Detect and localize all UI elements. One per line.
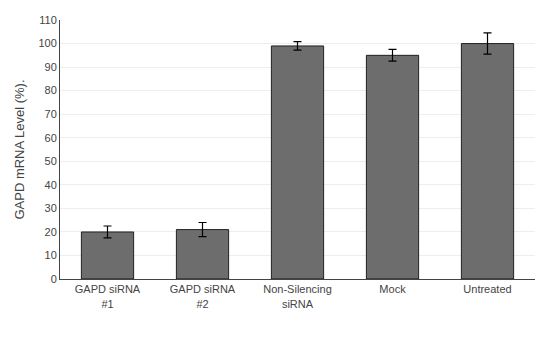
svg-text:Non-SilencingsiRNA: Non-SilencingsiRNA: [263, 283, 331, 309]
svg-text:100: 100: [38, 37, 56, 49]
svg-text:60: 60: [45, 132, 57, 144]
svg-text:110: 110: [39, 14, 57, 26]
svg-text:40: 40: [45, 179, 57, 191]
svg-text:10: 10: [45, 249, 57, 261]
svg-text:30: 30: [45, 202, 57, 214]
svg-text:70: 70: [45, 108, 57, 120]
svg-text:GAPD siRNA#2: GAPD siRNA#2: [170, 283, 236, 309]
svg-text:GAPD siRNA#1: GAPD siRNA#1: [75, 283, 141, 309]
svg-text:0: 0: [51, 273, 57, 285]
svg-text:20: 20: [45, 226, 57, 238]
svg-text:50: 50: [45, 155, 57, 167]
svg-text:Mock: Mock: [379, 283, 406, 295]
svg-text:Untreated: Untreated: [463, 283, 511, 295]
svg-text:90: 90: [45, 61, 57, 73]
svg-text:80: 80: [45, 84, 57, 96]
svg-text:GAPD mRNA Level (%).: GAPD mRNA Level (%).: [12, 79, 27, 219]
